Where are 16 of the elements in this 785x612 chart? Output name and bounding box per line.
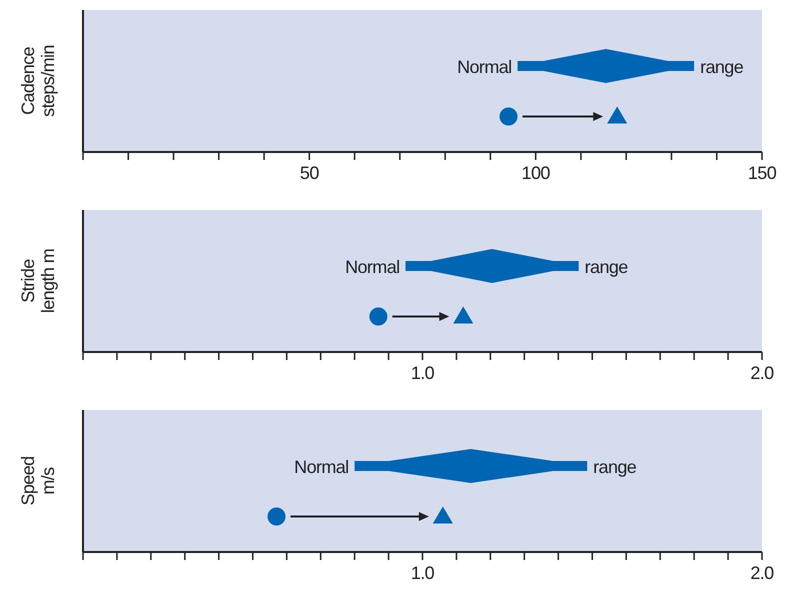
- x-tick-label: 1.0: [410, 362, 435, 383]
- annotation: range: [584, 257, 628, 277]
- annotation: Normal: [294, 457, 349, 477]
- x-tick-label: 1.0: [410, 562, 435, 583]
- annotation: Normal: [345, 257, 400, 277]
- x-tick-label: 50: [300, 162, 320, 183]
- x-tick-label: 2.0: [750, 562, 774, 583]
- annotation: range: [593, 457, 637, 477]
- y-axis-title: Cadence steps/min: [18, 45, 58, 117]
- x-tick-label: 100: [522, 162, 550, 183]
- annotation: Normal: [457, 57, 512, 77]
- y-axis-title: Speed m/s: [18, 456, 58, 506]
- annotation: range: [700, 57, 744, 77]
- x-tick-label: 150: [748, 162, 777, 183]
- x-tick-label: 2.0: [750, 362, 774, 383]
- y-axis-title: Stride length m: [18, 248, 58, 314]
